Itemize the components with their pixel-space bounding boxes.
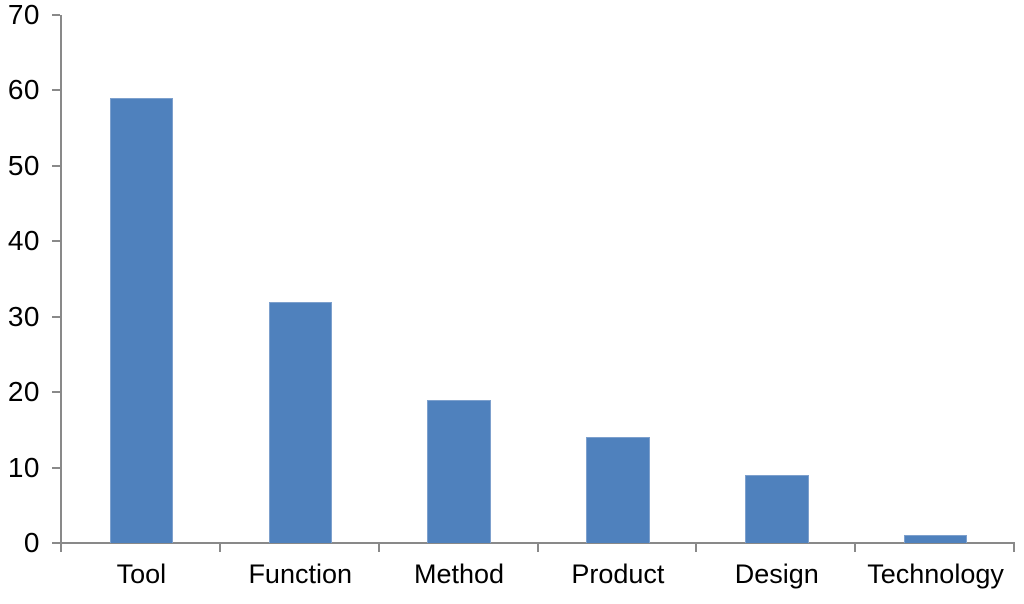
bar-technology [903, 535, 968, 543]
y-axis-tick-label: 30 [7, 300, 40, 332]
y-axis-tick-label: 40 [7, 225, 40, 257]
y-axis-tick [52, 542, 60, 544]
bar-method [427, 400, 491, 543]
y-axis-tick-label: 10 [7, 451, 40, 483]
x-axis-label-method: Method [414, 559, 505, 589]
y-axis-tick [52, 14, 60, 16]
x-axis-line [60, 542, 1015, 544]
y-axis-tick-label: 0 [23, 527, 40, 558]
y-axis-tick [52, 466, 60, 469]
y-axis-tick-label: 70 [7, 0, 40, 30]
y-axis-tick [52, 391, 60, 394]
bar-design [745, 475, 809, 543]
x-axis-label-tool: Tool [116, 559, 167, 589]
plot-area [62, 15, 1015, 543]
y-axis-tick [52, 89, 60, 92]
y-axis-tick-label: 60 [7, 74, 40, 106]
x-axis-label-product: Product [571, 559, 665, 589]
x-axis-label-design: Design [734, 559, 819, 589]
x-axis-label-technology: Technology [867, 559, 1004, 589]
x-axis-tick [1013, 544, 1015, 552]
bar-function [268, 302, 332, 543]
bar-tool [109, 98, 174, 543]
x-axis-tick [60, 544, 62, 552]
y-axis-line [60, 15, 62, 544]
y-axis-tick [52, 164, 60, 167]
x-axis-tick [218, 544, 221, 552]
y-axis-tick [52, 315, 60, 318]
y-axis-tick-label: 20 [7, 376, 40, 408]
y-axis-tick-label: 50 [7, 149, 40, 181]
x-axis-tick [536, 544, 539, 552]
x-axis-tick [377, 544, 380, 552]
x-axis-tick [854, 544, 857, 552]
x-axis-label-function: Function [248, 559, 352, 589]
bar-product [586, 437, 650, 543]
y-axis-tick [52, 240, 60, 243]
x-axis-tick [695, 544, 698, 552]
